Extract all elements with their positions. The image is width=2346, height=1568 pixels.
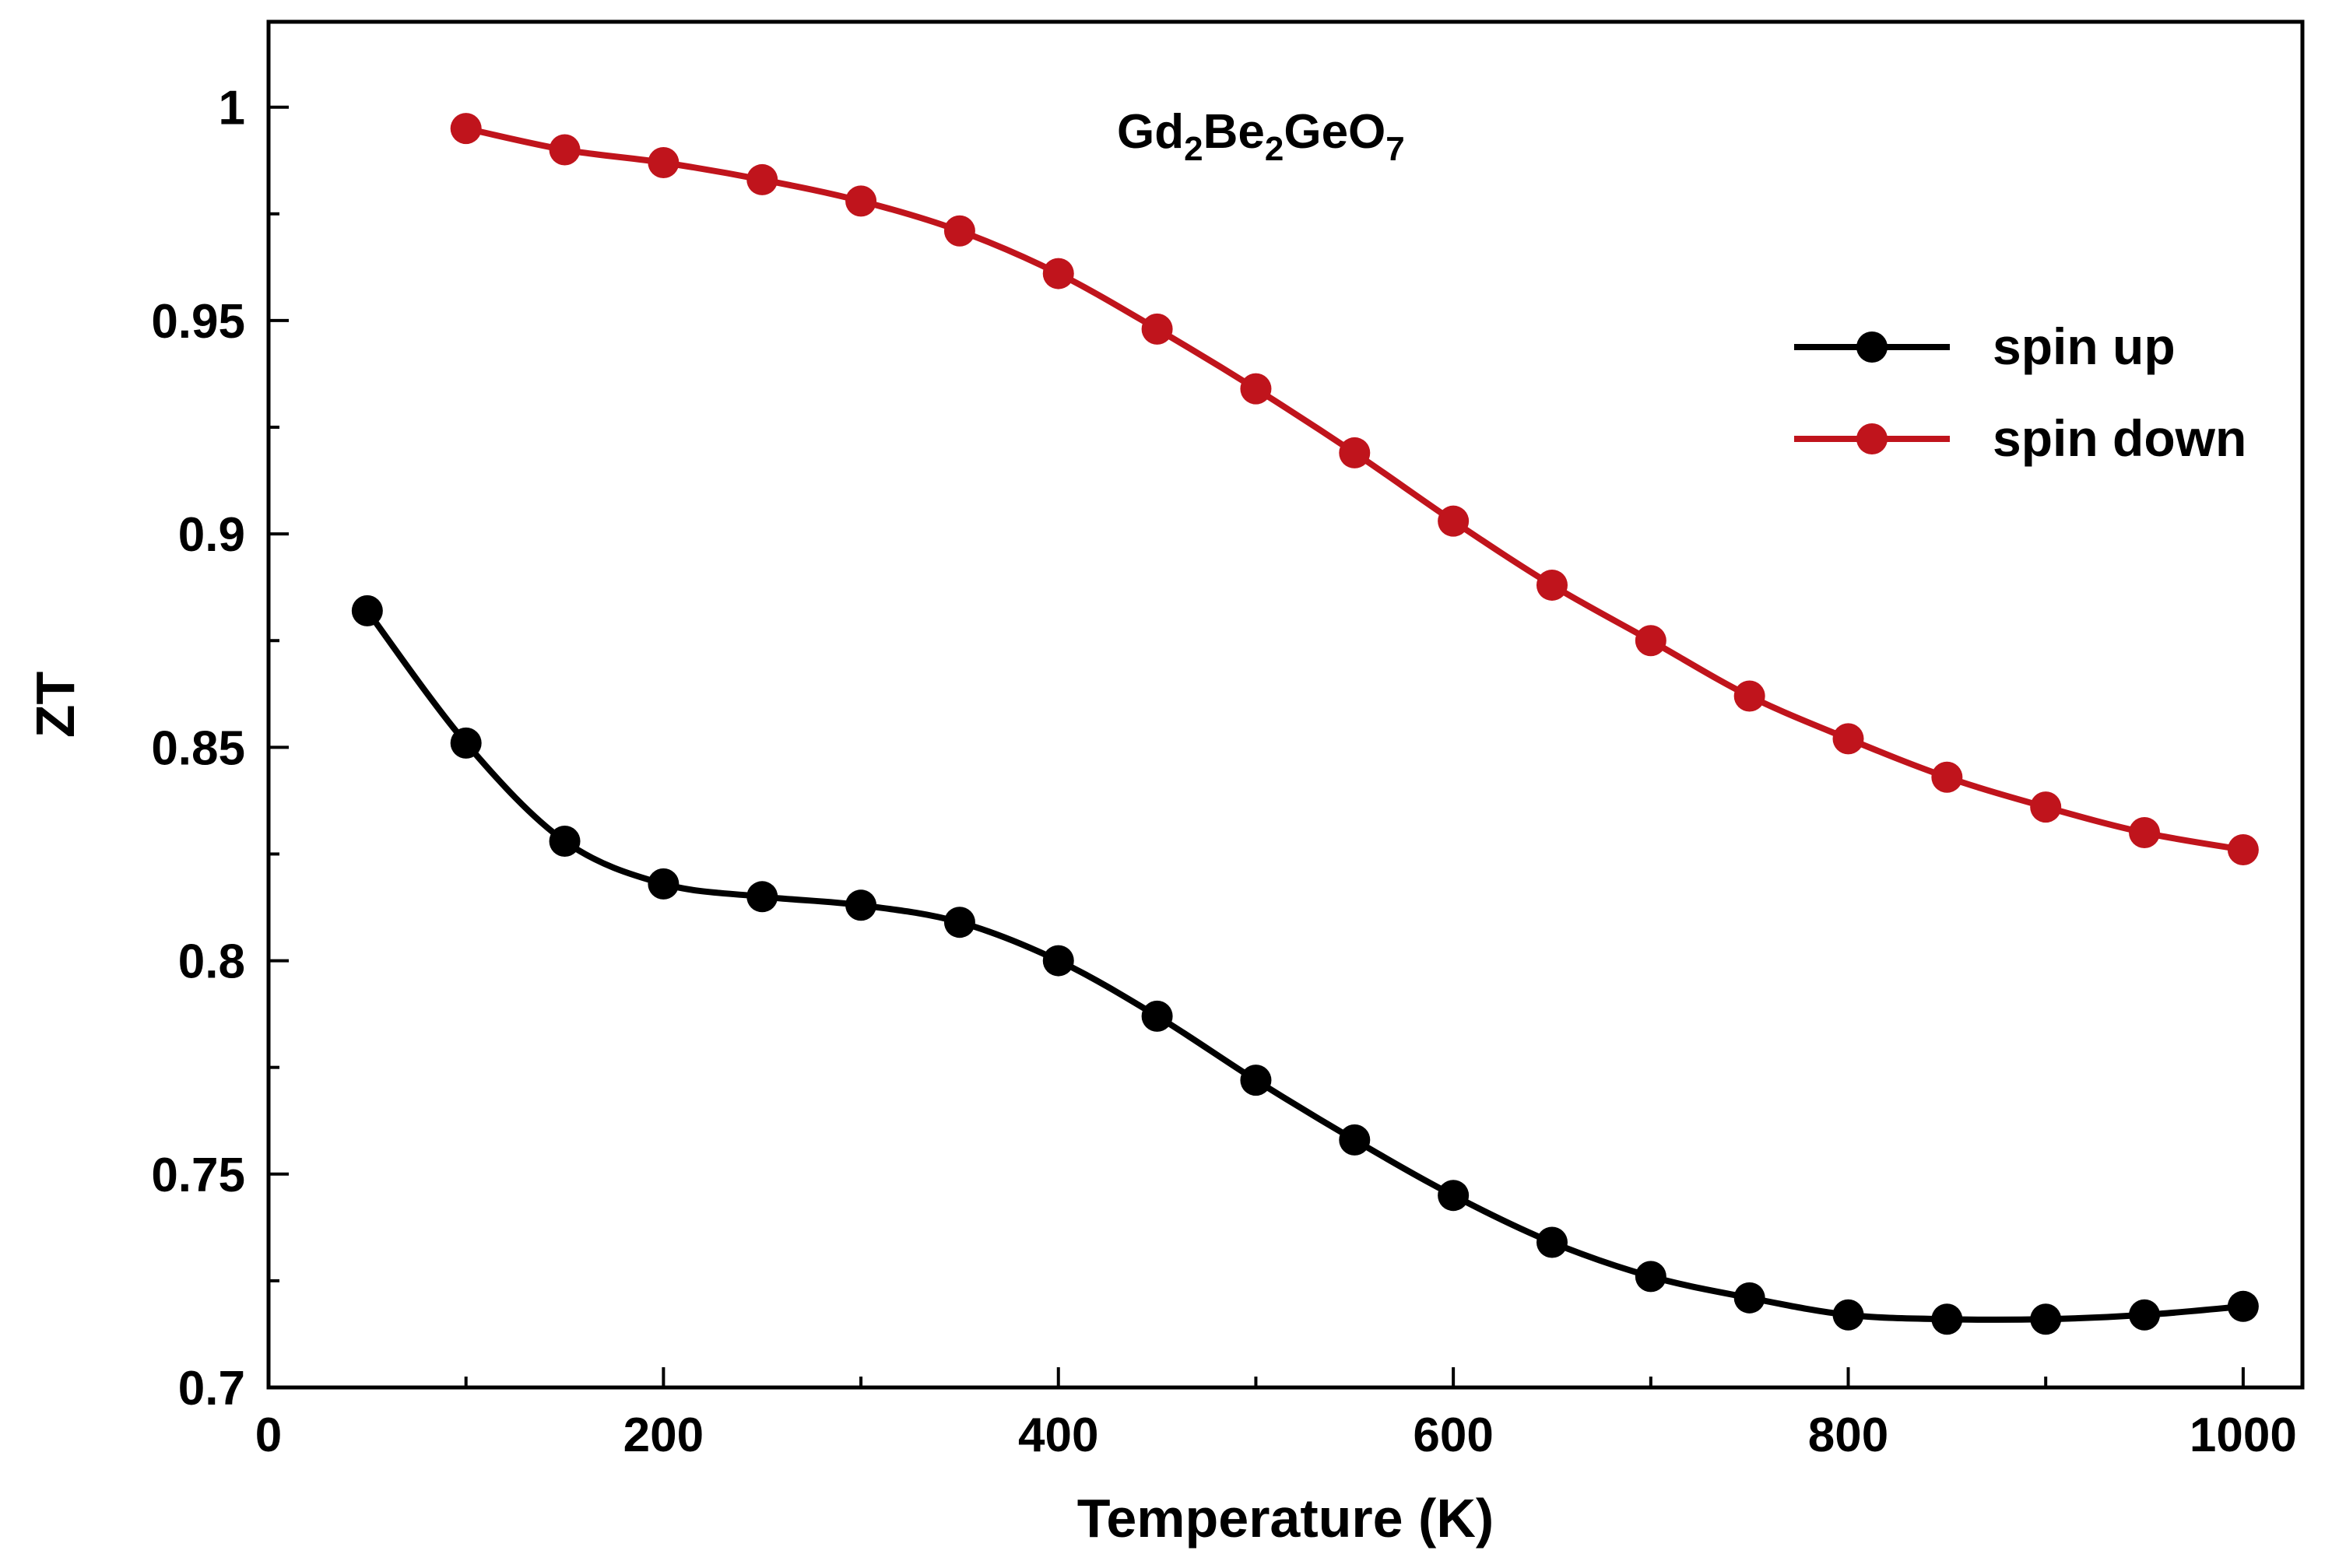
spin-down-data-point [746, 163, 778, 195]
spin-down-data-point [2227, 833, 2259, 865]
spin-up-data-point [1339, 1124, 1371, 1156]
spin-down-data-point [2030, 791, 2062, 823]
spin-down-data-point [2129, 817, 2161, 849]
y-tick-label: 0.85 [151, 721, 245, 775]
y-tick-label: 1 [219, 82, 245, 135]
spin-up-data-point [1438, 1180, 1470, 1212]
spin-down-data-point [648, 146, 680, 178]
spin-down-data-point [1733, 680, 1765, 712]
spin-up-data-point [746, 881, 778, 913]
x-tick-label: 0 [255, 1408, 282, 1462]
legend-label-spin-down: spin down [1993, 409, 2246, 467]
spin-up-data-point [450, 727, 482, 759]
y-tick-label: 0.8 [178, 935, 245, 989]
spin-down-data-point [1042, 258, 1074, 289]
y-tick-label: 0.75 [151, 1149, 245, 1202]
spin-up-data-point [1635, 1261, 1666, 1293]
spin-down-data-point [943, 215, 975, 247]
plot-frame [266, 19, 2305, 1390]
spin-down-data-point [450, 113, 482, 145]
legend-marker-spin-down [1856, 423, 1888, 454]
y-tick-label: 0.7 [178, 1362, 245, 1415]
x-tick-label: 1000 [2190, 1408, 2297, 1462]
spin-down-data-point [1141, 313, 1173, 345]
compound-annotation: Gd2Be2GeO7 [1117, 105, 1405, 168]
spin-up-data-point [845, 889, 877, 921]
spin-up-data-point [1733, 1282, 1765, 1314]
spin-down-data-point [1931, 761, 1963, 793]
spin-up-data-point [2030, 1303, 2062, 1335]
spin-up-data-point [2227, 1290, 2259, 1322]
spin-up-data-point [1042, 945, 1074, 977]
x-tick-label: 200 [623, 1408, 704, 1462]
x-tick-label: 800 [1808, 1408, 1888, 1462]
spin-up-data-point [1536, 1226, 1568, 1258]
spin-down-data-point [1635, 625, 1666, 657]
spin-up-data-point [648, 868, 680, 900]
spin-up-data-point [549, 826, 581, 857]
legend-marker-spin-up [1856, 331, 1888, 363]
spin-down-data-point [1832, 723, 1864, 755]
spin-up-data-point [1832, 1299, 1864, 1331]
x-axis-title: Temperature (K) [1077, 1488, 1494, 1549]
x-tick-label: 400 [1018, 1408, 1098, 1462]
spin-down-data-point [1438, 505, 1470, 537]
spin-up-data-point [1931, 1303, 1963, 1335]
x-tick-label: 600 [1413, 1408, 1493, 1462]
spin-up-data-point [1240, 1065, 1272, 1096]
spin-up-data-point [943, 907, 975, 938]
y-axis-title: ZT [25, 672, 86, 738]
y-tick-label: 0.9 [178, 508, 245, 562]
y-tick-label: 0.95 [151, 295, 245, 349]
spin-down-data-point [1536, 569, 1568, 601]
spin-down-data-point [845, 185, 877, 217]
spin-up-data-point [2129, 1299, 2161, 1331]
spin-down-data-point [549, 134, 581, 166]
spin-down-data-point [1240, 373, 1272, 405]
spin-up-data-point [1141, 1000, 1173, 1032]
spin-up-data-point [351, 595, 383, 626]
spin-down-data-point [1339, 437, 1371, 468]
legend-label-spin-up: spin up [1993, 317, 2176, 375]
